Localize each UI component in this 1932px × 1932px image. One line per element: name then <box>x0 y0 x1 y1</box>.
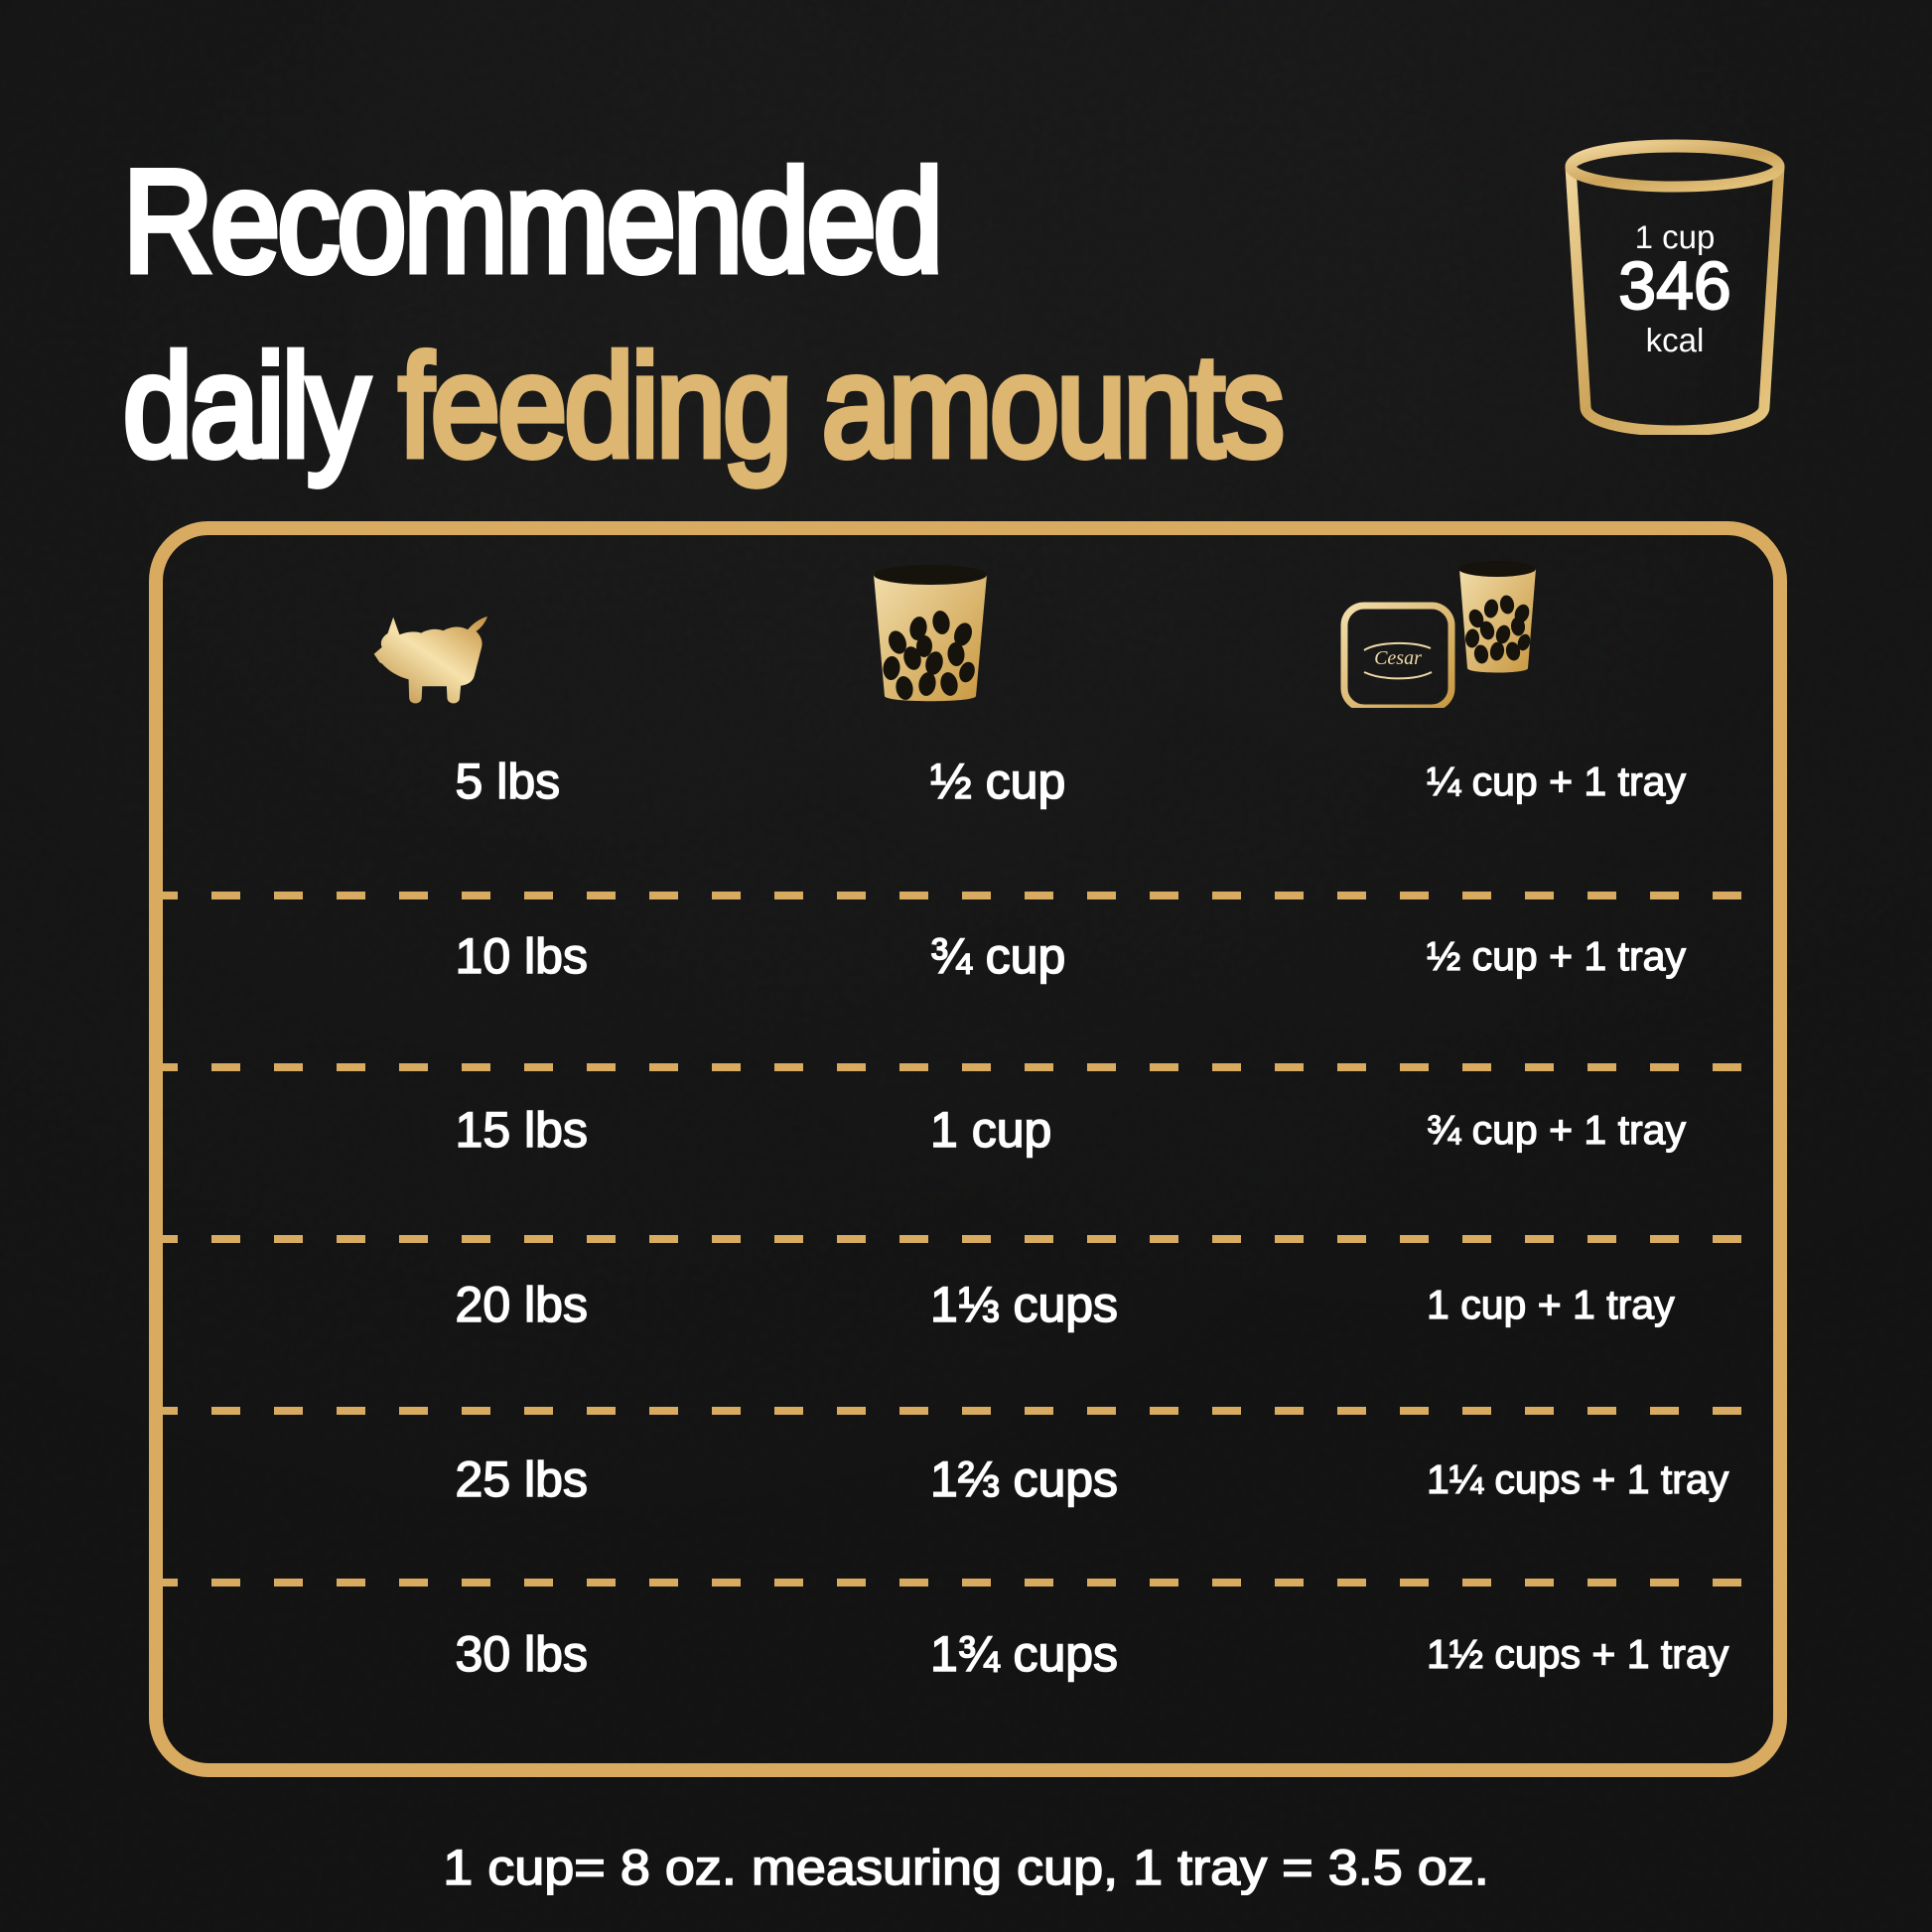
svg-text:Cesar: Cesar <box>1374 647 1422 669</box>
